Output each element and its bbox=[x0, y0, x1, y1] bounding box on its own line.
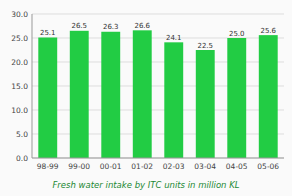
y-tick-label: 0.0 bbox=[16, 154, 28, 163]
y-tick-label: 25.0 bbox=[11, 34, 28, 43]
data-label: 22.5 bbox=[197, 42, 213, 50]
y-tick-label: 10.0 bbox=[11, 106, 28, 115]
grid-line bbox=[32, 158, 284, 159]
data-label: 25.6 bbox=[260, 27, 276, 35]
x-tick-label: 04-05 bbox=[226, 162, 248, 171]
data-labels: 25.1 26.5 26.3 26.6 24.1 22.5 25.0 25.6 bbox=[40, 22, 277, 50]
data-label: 26.3 bbox=[103, 23, 119, 31]
bar bbox=[70, 31, 89, 158]
bar bbox=[259, 35, 278, 158]
bar bbox=[38, 38, 57, 158]
x-axis-line bbox=[32, 158, 284, 159]
y-tick-label: 20.0 bbox=[11, 58, 28, 67]
x-tick-label: 01-02 bbox=[131, 162, 153, 171]
title: Fresh water intake by ITC units in milli… bbox=[52, 180, 239, 190]
data-label: 26.6 bbox=[134, 22, 150, 30]
background bbox=[0, 0, 292, 196]
data-label: 25.1 bbox=[40, 29, 56, 37]
y-tick-label: 15.0 bbox=[11, 82, 28, 91]
bar bbox=[164, 42, 183, 158]
bar bbox=[227, 38, 246, 158]
data-label: 25.0 bbox=[229, 30, 245, 38]
bar bbox=[101, 32, 120, 158]
grid-line bbox=[32, 14, 284, 15]
x-tick-label: 02-03 bbox=[163, 162, 185, 171]
x-tick-label: 98-99 bbox=[37, 162, 59, 171]
y-axis-line bbox=[32, 14, 33, 158]
x-tick-label: 00-01 bbox=[100, 162, 122, 171]
bar bbox=[133, 30, 152, 158]
data-label: 24.1 bbox=[166, 34, 182, 42]
chart: 0.0 5.0 10.0 15.0 20.0 25.0 30.0 25.1 26.5 26.3 26… bbox=[0, 0, 292, 196]
bars bbox=[38, 30, 277, 158]
y-tick-label: 30.0 bbox=[11, 10, 28, 19]
x-tick-label: 05-06 bbox=[257, 162, 279, 171]
x-tick-label: 99-00 bbox=[68, 162, 90, 171]
data-label: 26.5 bbox=[71, 22, 87, 30]
y-axis: 0.0 5.0 10.0 15.0 20.0 25.0 30.0 bbox=[11, 10, 284, 163]
x-tick-label: 03-04 bbox=[194, 162, 216, 171]
bar bbox=[196, 50, 215, 158]
chart-container: 0.0 5.0 10.0 15.0 20.0 25.0 30.0 25.1 26.5 26.3 26… bbox=[0, 0, 292, 196]
x-axis: 98-99 99-00 00-01 01-02 02-03 03-04 04-05 05-06 bbox=[37, 162, 280, 171]
y-tick-label: 5.0 bbox=[16, 130, 28, 139]
